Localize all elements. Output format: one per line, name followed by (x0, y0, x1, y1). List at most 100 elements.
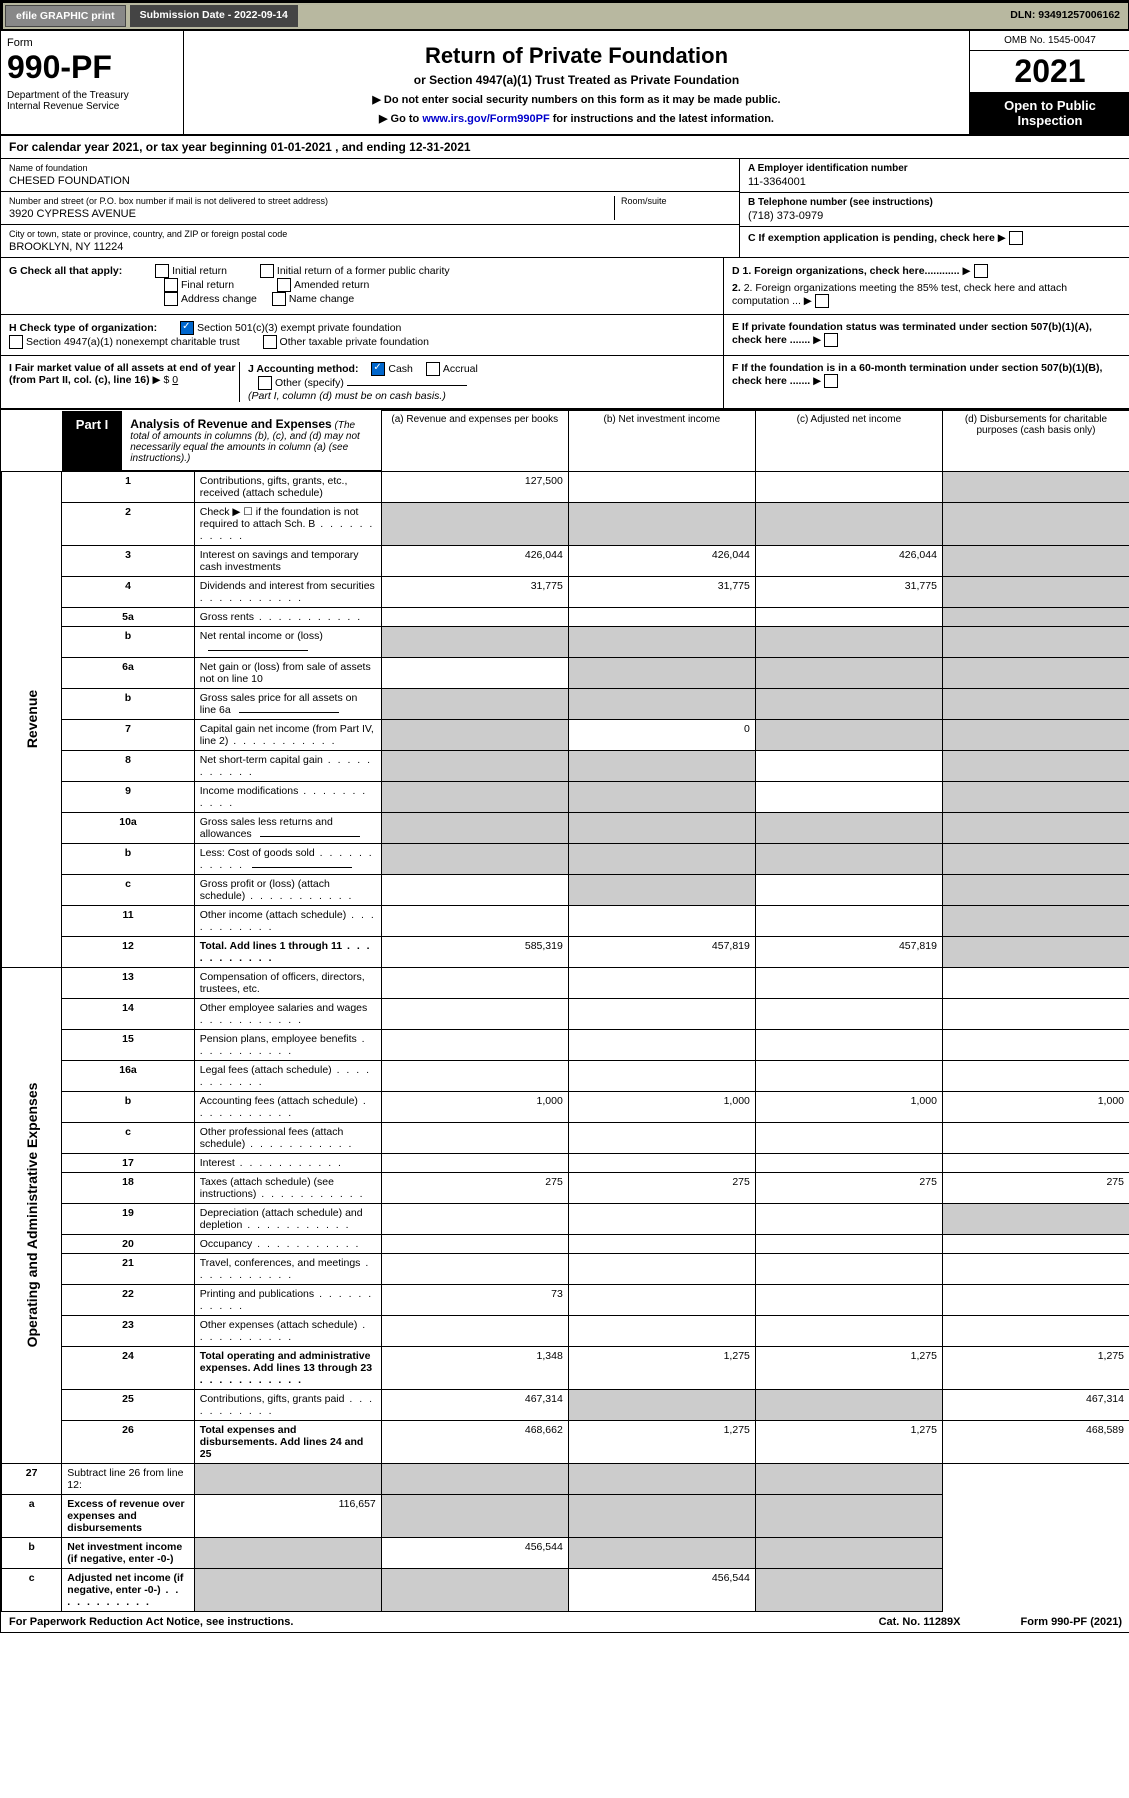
d2-checkbox[interactable] (815, 294, 829, 308)
cell-b (568, 657, 755, 688)
row-label: Other expenses (attach schedule) (194, 1315, 381, 1346)
j-other[interactable] (258, 376, 272, 390)
efile-button[interactable]: efile GRAPHIC print (5, 5, 126, 27)
cell-b: 457,819 (568, 936, 755, 967)
cell-c: 275 (755, 1172, 942, 1203)
row-label: Income modifications (194, 781, 381, 812)
cell-d (942, 1234, 1129, 1253)
cell-a (381, 1060, 568, 1091)
form-title: Return of Private Foundation (192, 43, 961, 69)
footer: For Paperwork Reduction Act Notice, see … (1, 1612, 1129, 1632)
cell-b (568, 471, 755, 502)
h-other-taxable[interactable] (263, 335, 277, 349)
cell-a: 275 (381, 1172, 568, 1203)
row-number: 27 (2, 1463, 62, 1494)
h-4947[interactable] (9, 335, 23, 349)
cell-a: 127,500 (381, 471, 568, 502)
row-label: Other income (attach schedule) (194, 905, 381, 936)
phone-label: B Telephone number (see instructions) (748, 197, 1122, 208)
cell-c (755, 874, 942, 905)
cell-d: 467,314 (942, 1389, 1129, 1420)
row-label: Compensation of officers, directors, tru… (194, 967, 381, 998)
room-label: Room/suite (621, 196, 731, 206)
cell-c (755, 998, 942, 1029)
row-number: a (2, 1494, 62, 1537)
g-amended[interactable] (277, 278, 291, 292)
cell-c (755, 607, 942, 626)
row-number: 9 (62, 781, 194, 812)
e-checkbox[interactable] (824, 333, 838, 347)
c-checkbox[interactable] (1009, 231, 1023, 245)
cell-d: 1,275 (942, 1346, 1129, 1389)
cell-b: 31,775 (568, 576, 755, 607)
g-name-change[interactable] (272, 292, 286, 306)
cell-d (755, 1537, 942, 1568)
j-accrual[interactable] (426, 362, 440, 376)
i-label: I Fair market value of all assets at end… (9, 362, 235, 386)
cell-a (381, 1203, 568, 1234)
row-number: 25 (62, 1389, 194, 1420)
row-number: 21 (62, 1253, 194, 1284)
cell-b (568, 688, 755, 719)
form-page: efile GRAPHIC print Submission Date - 20… (0, 0, 1129, 1633)
cell-b (568, 1029, 755, 1060)
row-label: Net investment income (if negative, ente… (62, 1537, 194, 1568)
table-row: bGross sales price for all assets on lin… (2, 688, 1129, 719)
ein: 11-3364001 (748, 176, 1122, 188)
cell-c (755, 1284, 942, 1315)
h-501c3[interactable] (180, 321, 194, 335)
table-row: 6aNet gain or (loss) from sale of assets… (2, 657, 1129, 688)
table-row: bLess: Cost of goods sold (2, 843, 1129, 874)
part1-table: Part I Analysis of Revenue and Expenses … (1, 410, 1129, 1612)
section-side-label: Revenue (2, 471, 62, 967)
g-address-change[interactable] (164, 292, 178, 306)
table-row: cGross profit or (loss) (attach schedule… (2, 874, 1129, 905)
j-cash[interactable] (371, 362, 385, 376)
omb-number: OMB No. 1545-0047 (970, 31, 1129, 51)
addr-label: Number and street (or P.O. box number if… (9, 196, 614, 206)
g-initial-return[interactable] (155, 264, 169, 278)
row-number: 12 (62, 936, 194, 967)
row-label: Depreciation (attach schedule) and deple… (194, 1203, 381, 1234)
cell-b: 426,044 (568, 545, 755, 576)
table-row: 14Other employee salaries and wages (2, 998, 1129, 1029)
cell-d (942, 1253, 1129, 1284)
row-label: Occupancy (194, 1234, 381, 1253)
cell-a: 31,775 (381, 576, 568, 607)
cell-a (381, 998, 568, 1029)
cell-c (755, 750, 942, 781)
cell-a (381, 607, 568, 626)
row-number: b (2, 1537, 62, 1568)
row-label: Net short-term capital gain (194, 750, 381, 781)
table-row: 22Printing and publications73 (2, 1284, 1129, 1315)
cell-d (942, 545, 1129, 576)
row-number: 17 (62, 1153, 194, 1172)
table-row: 25Contributions, gifts, grants paid467,3… (2, 1389, 1129, 1420)
cell-c (755, 688, 942, 719)
cell-d (942, 576, 1129, 607)
address: 3920 CYPRESS AVENUE (9, 208, 614, 220)
cell-b: 456,544 (381, 1537, 568, 1568)
d2-label: 2. Foreign organizations meeting the 85%… (732, 282, 1067, 307)
g-final-return[interactable] (164, 278, 178, 292)
d1-checkbox[interactable] (974, 264, 988, 278)
cell-b (568, 967, 755, 998)
calendar-year-row: For calendar year 2021, or tax year begi… (1, 136, 1129, 159)
i-value: 0 (172, 374, 178, 386)
part1-title: Analysis of Revenue and Expenses (130, 417, 331, 431)
table-row: 15Pension plans, employee benefits (2, 1029, 1129, 1060)
footer-left: For Paperwork Reduction Act Notice, see … (9, 1616, 293, 1628)
table-row: 2Check ▶ ☐ if the foundation is not requ… (2, 502, 1129, 545)
form-header: Form 990-PF Department of the Treasury I… (1, 31, 1129, 136)
cell-b (568, 812, 755, 843)
row-label: Less: Cost of goods sold (194, 843, 381, 874)
f-checkbox[interactable] (824, 374, 838, 388)
g-initial-former[interactable] (260, 264, 274, 278)
row-label: Dividends and interest from securities (194, 576, 381, 607)
cell-b (568, 607, 755, 626)
irs-link[interactable]: www.irs.gov/Form990PF (422, 113, 549, 125)
footer-right: Form 990-PF (2021) (1021, 1616, 1122, 1628)
row-label: Gross sales less returns and allowances (194, 812, 381, 843)
cell-c (568, 1537, 755, 1568)
cell-c (755, 1029, 942, 1060)
